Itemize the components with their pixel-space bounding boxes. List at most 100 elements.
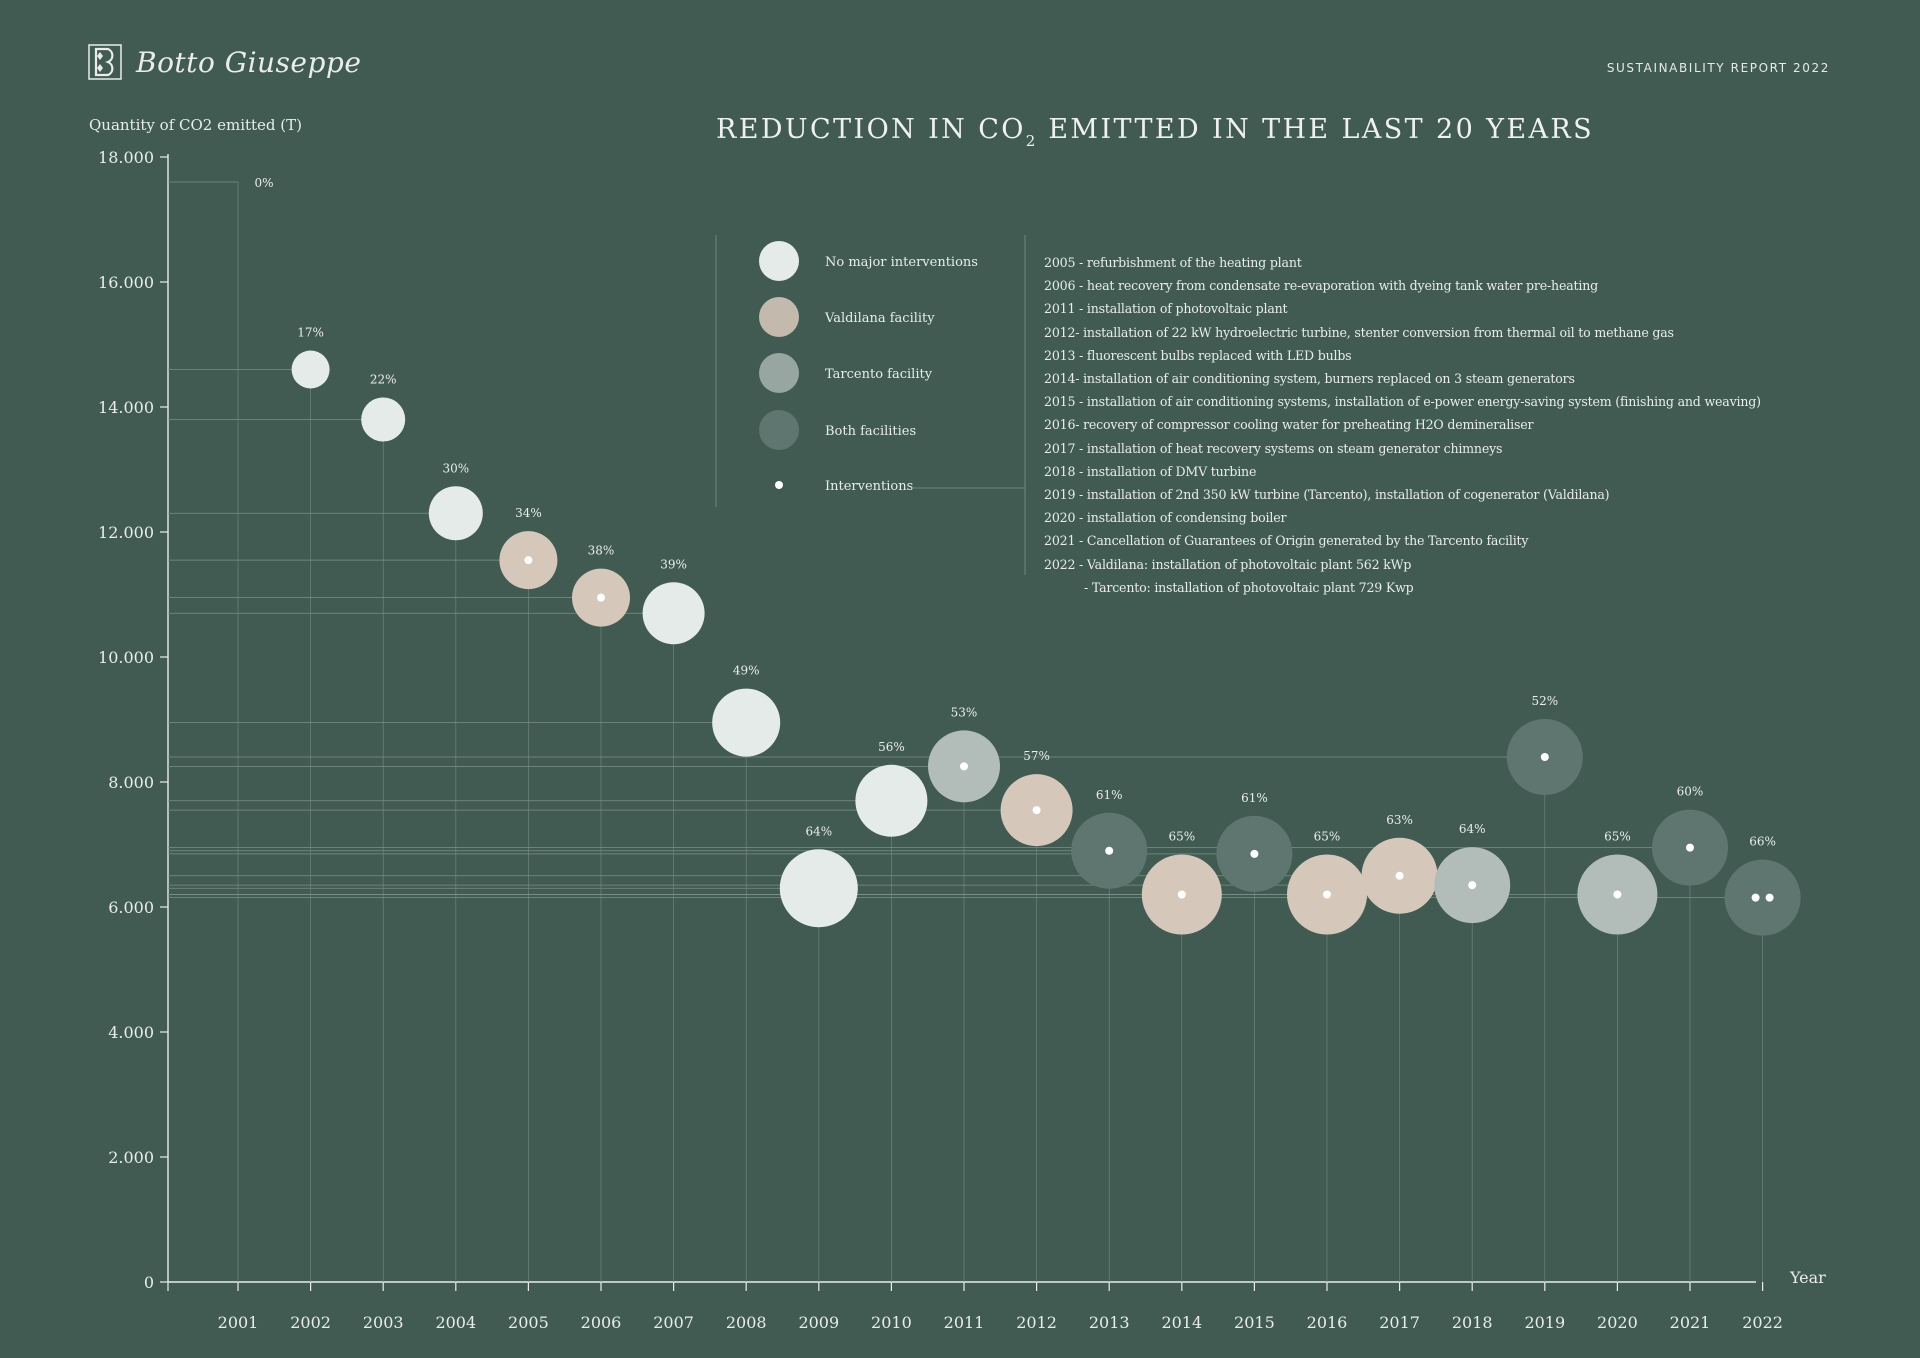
percent-label: 0% xyxy=(254,176,273,190)
x-tick-label: 2018 xyxy=(1452,1313,1493,1332)
intervention-dot xyxy=(597,593,605,602)
x-tick-label: 2021 xyxy=(1670,1313,1711,1332)
intervention-item: 2005 - refurbishment of the heating plan… xyxy=(1044,255,1302,270)
legend-label: No major interventions xyxy=(825,255,978,270)
intervention-dot xyxy=(960,762,968,771)
intervention-item: 2021 - Cancellation of Guarantees of Ori… xyxy=(1044,533,1529,549)
intervention-dot xyxy=(1686,843,1694,852)
intervention-item: 2017 - installation of heat recovery sys… xyxy=(1044,440,1503,456)
intervention-dot xyxy=(1468,881,1477,890)
x-tick-label: 2010 xyxy=(871,1313,912,1332)
intervention-item: 2015 - installation of air conditioning … xyxy=(1044,394,1761,410)
y-tick-label: 18.000 xyxy=(98,148,154,167)
intervention-dot xyxy=(1177,890,1186,899)
percent-label: 52% xyxy=(1531,694,1558,708)
chart-axes: 0 2.000 4.000 6.000 8.000 10.000 12.000 14.000 1… xyxy=(98,148,1783,1332)
y-tick-label: 4.000 xyxy=(108,1023,154,1042)
bubble-2009 xyxy=(779,849,858,928)
bubble-2010 xyxy=(855,764,928,837)
x-tick-label: 2006 xyxy=(581,1313,622,1332)
legend-swatch xyxy=(759,297,799,337)
x-tick-label: 2014 xyxy=(1161,1313,1202,1332)
percent-label: 65% xyxy=(1604,830,1631,844)
percent-labels: 0% 17% 22% 30% 34% 38% 39% 49% 64% 56% 53% 57% 61% 65… xyxy=(254,176,1775,849)
y-tick-label: 10.000 xyxy=(98,648,154,667)
legend-label: Interventions xyxy=(825,479,913,494)
y-tick-label: 12.000 xyxy=(98,523,154,542)
intervention-item: 2016- recovery of compressor cooling wat… xyxy=(1044,417,1534,433)
intervention-item: - Tarcento: installation of photovoltaic… xyxy=(1084,579,1414,595)
x-tick-label: 2013 xyxy=(1089,1313,1130,1332)
percent-label: 60% xyxy=(1677,785,1704,799)
x-tick-label: 2009 xyxy=(798,1313,839,1332)
percent-label: 61% xyxy=(1096,788,1123,802)
percent-label: 34% xyxy=(515,506,542,520)
intervention-dot xyxy=(1323,890,1331,899)
intervention-item: 2006 - heat recovery from condensate re-… xyxy=(1044,278,1598,294)
brand-logo-icon xyxy=(88,44,122,80)
x-tick-label: 2017 xyxy=(1379,1313,1420,1332)
x-tick-label: 2001 xyxy=(218,1313,259,1332)
legend-swatch xyxy=(759,241,799,281)
intervention-item: 2020 - installation of condensing boiler xyxy=(1044,510,1287,526)
legend-label: Valdilana facility xyxy=(824,311,935,326)
x-tick-label: 2007 xyxy=(653,1313,694,1332)
percent-label: 65% xyxy=(1314,830,1341,844)
x-axis-title: Year xyxy=(1789,1268,1826,1287)
percent-label: 39% xyxy=(660,557,687,571)
percent-label: 30% xyxy=(442,461,469,475)
report-label: SUSTAINABILITY REPORT 2022 xyxy=(1606,61,1830,75)
x-tick-label: 2019 xyxy=(1524,1313,1565,1332)
intervention-dot xyxy=(1250,849,1259,858)
percent-label: 53% xyxy=(951,705,978,719)
bubble-2002 xyxy=(291,350,330,389)
percent-label: 22% xyxy=(370,373,397,387)
legend-label: Both facilities xyxy=(825,424,916,439)
bubble-2008 xyxy=(712,688,781,757)
percent-label: 61% xyxy=(1241,791,1268,805)
legend-swatch xyxy=(759,353,799,393)
legend-label: Tarcento facility xyxy=(825,367,933,382)
intervention-item: 2011 - installation of photovoltaic plan… xyxy=(1044,301,1288,317)
y-tick-label: 6.000 xyxy=(108,898,154,917)
y-axis-title: Quantity of CO2 emitted (T) xyxy=(89,116,302,134)
y-tick-label: 2.000 xyxy=(108,1148,154,1167)
x-tick-label: 2012 xyxy=(1016,1313,1057,1332)
intervention-dot xyxy=(1105,846,1114,855)
percent-label: 56% xyxy=(878,740,905,754)
percent-label: 66% xyxy=(1749,835,1776,849)
y-tick-label: 14.000 xyxy=(98,398,154,417)
chart-title: REDUCTION IN CO2 EMITTED IN THE LAST 20 … xyxy=(716,114,1594,150)
bubble-2004 xyxy=(428,486,483,541)
x-tick-label: 2003 xyxy=(363,1313,404,1332)
interventions-list: 2005 - refurbishment of the heating plan… xyxy=(1044,251,1761,599)
x-tick-label: 2011 xyxy=(944,1313,985,1332)
x-tick-label: 2020 xyxy=(1597,1313,1638,1332)
intervention-item: 2019 - installation of 2nd 350 kW turbin… xyxy=(1044,487,1610,503)
intervention-item: 2018 - installation of DMV turbine xyxy=(1044,463,1257,479)
brand: Botto Giuseppe xyxy=(88,44,361,80)
title-part-1: REDUCTION IN CO xyxy=(716,114,1026,145)
x-tick-label: 2015 xyxy=(1234,1313,1275,1332)
bubble-2007 xyxy=(642,582,705,645)
percent-label: 17% xyxy=(297,326,324,340)
y-tick-label: 16.000 xyxy=(98,273,154,292)
x-tick-label: 2008 xyxy=(726,1313,767,1332)
title-part-2: EMITTED IN THE LAST 20 YEARS xyxy=(1037,114,1595,145)
title-subscript: 2 xyxy=(1025,132,1036,150)
percent-label: 65% xyxy=(1168,830,1195,844)
percent-label: 64% xyxy=(1459,822,1486,836)
intervention-item: 2014- installation of air conditioning s… xyxy=(1044,371,1575,387)
bubble-series xyxy=(291,350,1801,936)
x-tick-label: 2016 xyxy=(1307,1313,1348,1332)
x-tick-label: 2004 xyxy=(435,1313,476,1332)
legend-swatch xyxy=(759,410,799,450)
intervention-dot xyxy=(1395,871,1404,880)
intervention-dot xyxy=(1032,806,1041,815)
x-tick-label: 2002 xyxy=(290,1313,331,1332)
bubble-2003 xyxy=(361,397,406,442)
intervention-dot xyxy=(1613,890,1622,899)
intervention-dot xyxy=(1540,753,1549,761)
bubble-2022 xyxy=(1724,859,1801,936)
